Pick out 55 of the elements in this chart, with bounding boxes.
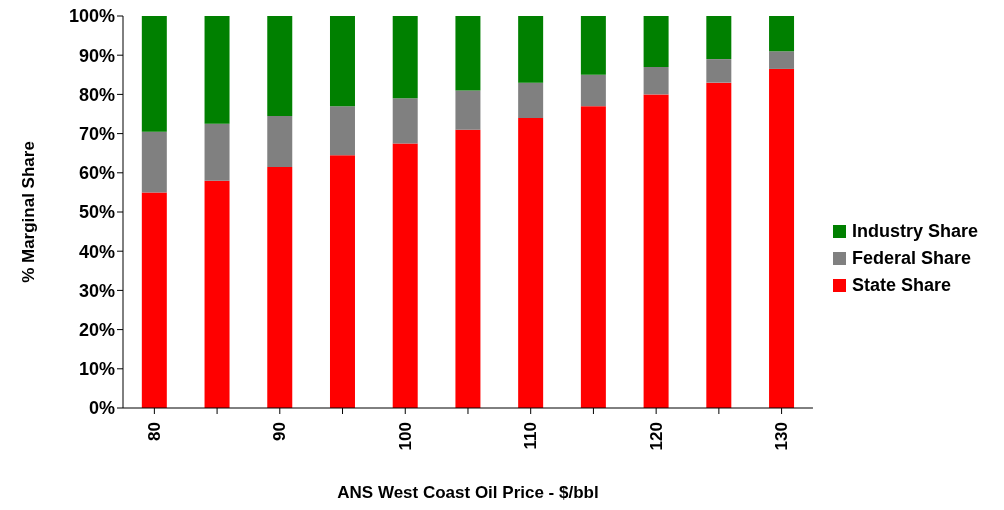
y-tick-label: 80%	[78, 84, 115, 105]
x-axis-title: ANS West Coast Oil Price - $/bbl	[337, 483, 599, 502]
bar	[204, 16, 230, 124]
bar	[706, 16, 732, 60]
y-axis-title: % Marginal Share	[19, 141, 39, 283]
legend-label: State Share	[851, 274, 951, 296]
bar	[643, 16, 669, 67]
bar	[267, 16, 293, 116]
bar	[518, 82, 544, 118]
bar	[392, 98, 418, 144]
bar	[455, 16, 481, 91]
bar	[769, 51, 795, 69]
bar	[518, 117, 544, 408]
bar	[706, 59, 732, 83]
y-tick-label: 90%	[78, 45, 115, 66]
bar	[769, 68, 795, 408]
bar	[643, 66, 669, 95]
y-tick-label: 40%	[78, 241, 115, 262]
bar	[580, 16, 606, 75]
y-tick-label: 10%	[78, 359, 115, 380]
bar	[769, 16, 795, 52]
bar	[141, 16, 167, 132]
bar	[455, 129, 481, 408]
bar	[204, 180, 230, 408]
bar	[329, 106, 355, 156]
bar	[267, 115, 293, 167]
x-tick-label: 130	[772, 422, 792, 451]
bar	[267, 166, 293, 408]
x-tick-label: 120	[646, 422, 666, 451]
y-tick-label: 70%	[78, 123, 115, 144]
x-tick-label: 90	[270, 422, 290, 441]
x-tick-label: 80	[144, 422, 164, 441]
bar	[392, 16, 418, 99]
bar	[204, 123, 230, 181]
bar	[329, 155, 355, 408]
x-tick-label: 100	[395, 422, 415, 451]
bar	[455, 90, 481, 130]
bar	[329, 16, 355, 107]
y-tick-label: 20%	[78, 319, 115, 340]
bar	[580, 106, 606, 408]
y-tick-label: 50%	[78, 202, 115, 223]
bar	[392, 143, 418, 408]
y-tick-label: 60%	[78, 163, 115, 184]
y-tick-label: 0%	[88, 398, 115, 419]
y-tick-label: 30%	[78, 280, 115, 301]
bar	[580, 74, 606, 107]
y-tick-label: 100%	[68, 6, 115, 27]
bar	[643, 94, 669, 408]
bar	[141, 131, 167, 193]
x-tick-label: 110	[521, 422, 541, 450]
bar	[518, 16, 544, 83]
bar	[141, 192, 167, 408]
legend-label: Industry Share	[851, 220, 978, 242]
bar	[706, 82, 732, 408]
legend-label: Federal Share	[851, 247, 972, 269]
